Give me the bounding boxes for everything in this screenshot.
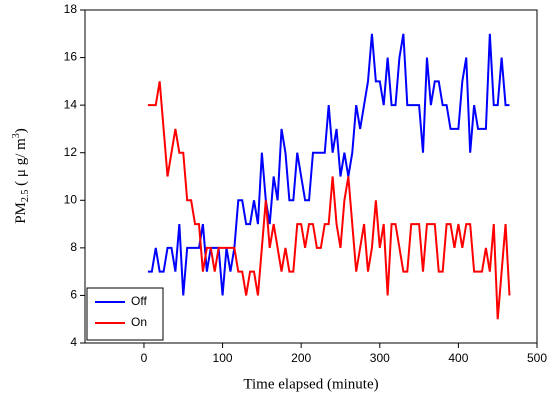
y-tick-label: 16 bbox=[64, 50, 78, 64]
x-tick-label: 400 bbox=[448, 351, 468, 365]
y-title-mid: ( μ g/ m bbox=[13, 138, 29, 190]
y-tick-label: 18 bbox=[64, 2, 78, 16]
y-tick-label: 12 bbox=[64, 145, 78, 159]
y-title-sub: 2.5 bbox=[20, 190, 31, 203]
x-tick-label: 500 bbox=[527, 351, 547, 365]
x-axis-title: Time elapsed (minute) bbox=[243, 376, 378, 392]
y-title-sup: 3 bbox=[11, 133, 22, 138]
y-tick-label: 8 bbox=[70, 240, 77, 254]
legend-label: On bbox=[131, 315, 147, 329]
x-tick-label: 200 bbox=[291, 351, 311, 365]
y-title-end: ) bbox=[13, 128, 29, 133]
legend-box bbox=[86, 287, 164, 341]
x-tick-label: 100 bbox=[213, 351, 233, 365]
data-line bbox=[147, 81, 511, 320]
x-tick-label: 0 bbox=[141, 351, 148, 365]
data-line bbox=[147, 33, 510, 296]
y-tick-label: 10 bbox=[64, 192, 78, 206]
y-title-main: PM bbox=[13, 202, 29, 224]
y-tick-label: 14 bbox=[64, 97, 78, 111]
legend-label: Off bbox=[131, 294, 147, 308]
y-tick-label: 6 bbox=[70, 288, 77, 302]
y-axis-title: PM2.5 ( μ g/ m3) bbox=[11, 128, 31, 224]
y-tick-label: 4 bbox=[70, 335, 77, 349]
x-tick-label: 300 bbox=[370, 351, 390, 365]
plot-frame bbox=[84, 9, 538, 344]
